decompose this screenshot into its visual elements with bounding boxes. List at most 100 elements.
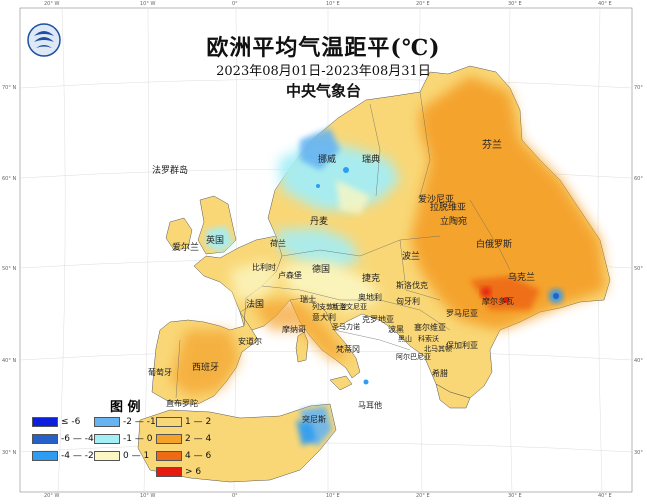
legend-item: ≤ -6 — [32, 416, 80, 428]
label-denmark: 丹麦 — [310, 217, 329, 227]
legend-item: 1 — 2 — [156, 416, 211, 428]
label-faroe: 法罗群岛 — [152, 166, 189, 176]
label-italy: 意大利 — [312, 313, 336, 322]
legend: 图 例 ≤ -6 -6 — -4 -4 — -2 -2 — -1 -1 — 0 0 — 1… — [32, 396, 232, 486]
label-greece: 希腊 — [432, 369, 448, 378]
axis-label-right: 70° — [634, 85, 643, 91]
axis-label-bottom: 10° W — [140, 493, 156, 499]
legend-swatch — [32, 417, 58, 427]
anomaly-cool — [206, 128, 563, 446]
label-romania: 罗马尼亚 — [446, 309, 478, 318]
label-switzerland: 瑞士 — [300, 295, 316, 304]
label-norway: 挪威 — [318, 155, 337, 165]
axis-label-bottom: 30° E — [508, 493, 522, 499]
axis-label-bottom: 40° E — [598, 493, 612, 499]
legend-label: -2 — -1 — [123, 417, 156, 427]
legend-swatch — [32, 434, 58, 444]
legend-label: -4 — -2 — [61, 451, 94, 461]
label-lithuania: 立陶宛 — [440, 217, 468, 227]
legend-label: ≤ -6 — [61, 417, 81, 427]
label-ukraine: 乌克兰 — [508, 273, 536, 283]
legend-item: 2 — 4 — [156, 433, 211, 445]
label-uk: 英国 — [206, 236, 225, 246]
legend-label: 1 — 2 — [185, 417, 212, 427]
axis-label-right: 50° — [634, 266, 643, 272]
label-slovakia: 斯洛伐克 — [396, 281, 428, 290]
axis-label-bottom: 20° E — [416, 493, 430, 499]
label-portugal: 葡萄牙 — [148, 368, 172, 377]
axis-label-top: 10° E — [326, 1, 340, 7]
legend-swatch — [94, 417, 120, 427]
label-gibraltar: 直布罗陀 — [166, 399, 198, 408]
axis-label-bottom: 10° E — [326, 493, 340, 499]
label-luxembourg: 卢森堡 — [278, 271, 302, 280]
label-czech: 捷克 — [362, 274, 381, 284]
legend-label: -1 — 0 — [123, 434, 153, 444]
legend-swatch — [94, 434, 120, 444]
axis-label-top: 20° W — [44, 1, 60, 7]
axis-label-left: 70° N — [2, 85, 17, 91]
legend-item: 0 — 1 — [94, 450, 149, 462]
legend-item: 4 — 6 — [156, 450, 211, 462]
axis-label-right: 30° — [634, 450, 643, 456]
legend-item: > 6 — [156, 466, 201, 478]
legend-label: > 6 — [185, 467, 202, 477]
label-netherlands: 荷兰 — [270, 239, 286, 248]
legend-swatch — [94, 451, 120, 461]
axis-label-right: 40° — [634, 358, 643, 364]
legend-label: 0 — 1 — [123, 451, 150, 461]
label-andorra: 安道尔 — [238, 337, 262, 346]
axis-label-right: 60° — [634, 176, 643, 182]
label-vatican: 梵蒂冈 — [336, 345, 360, 354]
label-croatia: 克罗地亚 — [362, 315, 394, 324]
legend-swatch — [156, 451, 182, 461]
legend-item: -2 — -1 — [94, 416, 156, 428]
label-austria: 奥地利 — [358, 293, 382, 302]
axis-label-bottom: 20° W — [44, 493, 60, 499]
country-borders — [175, 91, 511, 399]
label-slovenia: 斯洛文尼亚 — [332, 303, 367, 311]
axis-label-left: 40° N — [2, 358, 17, 364]
axis-label-left: 30° N — [2, 450, 17, 456]
legend-label: 4 — 6 — [185, 451, 212, 461]
label-finland: 芬兰 — [482, 140, 502, 151]
legend-swatch — [156, 467, 182, 477]
label-kosovo: 科索沃 — [418, 335, 439, 343]
label-poland: 波兰 — [402, 252, 421, 262]
label-germany: 德国 — [312, 265, 331, 275]
label-albania: 阿尔巴尼亚 — [396, 353, 431, 361]
map-title: 欧洲平均气温距平(℃) — [206, 35, 441, 61]
label-estonia: 爱沙尼亚 — [418, 195, 455, 205]
anomaly-warm-strong — [170, 76, 606, 396]
legend-label: -6 — -4 — [61, 434, 94, 444]
axis-label-top: 30° E — [508, 1, 522, 7]
legend-item: -6 — -4 — [32, 433, 94, 445]
legend-swatch — [156, 434, 182, 444]
label-hungary: 匈牙利 — [396, 297, 420, 306]
label-belarus: 白俄罗斯 — [476, 240, 513, 250]
label-malta: 马耳他 — [358, 401, 382, 410]
anomaly-neutral — [230, 180, 380, 312]
legend-swatch — [156, 417, 182, 427]
axis-label-top: 20° E — [416, 1, 430, 7]
label-tunisia: 突尼斯 — [302, 415, 326, 424]
label-montenegro: 黑山 — [398, 335, 412, 343]
label-bulgaria: 保加利亚 — [446, 341, 478, 350]
label-north-macedonia: 北马其顿 — [424, 345, 452, 353]
label-ireland: 爱尔兰 — [172, 243, 200, 253]
axis-label-bottom: 0° — [232, 493, 238, 499]
axis-label-left: 50° N — [2, 266, 17, 272]
label-moldova: 摩尔多瓦 — [482, 297, 514, 306]
label-bosnia: 波黑 — [388, 325, 404, 334]
cma-logo — [27, 23, 61, 57]
axis-label-top: 0° — [232, 1, 238, 7]
label-sanmarino: 圣马力诺 — [332, 323, 360, 331]
label-liechtenstein: 列支敦士登 — [312, 303, 347, 311]
label-latvia: 拉脱维亚 — [430, 203, 467, 213]
legend-item: -4 — -2 — [32, 450, 94, 462]
label-monaco: 摩纳哥 — [282, 325, 306, 334]
axis-label-top: 10° W — [140, 1, 156, 7]
legend-item: -1 — 0 — [94, 433, 152, 445]
axis-label-top: 40° E — [598, 1, 612, 7]
